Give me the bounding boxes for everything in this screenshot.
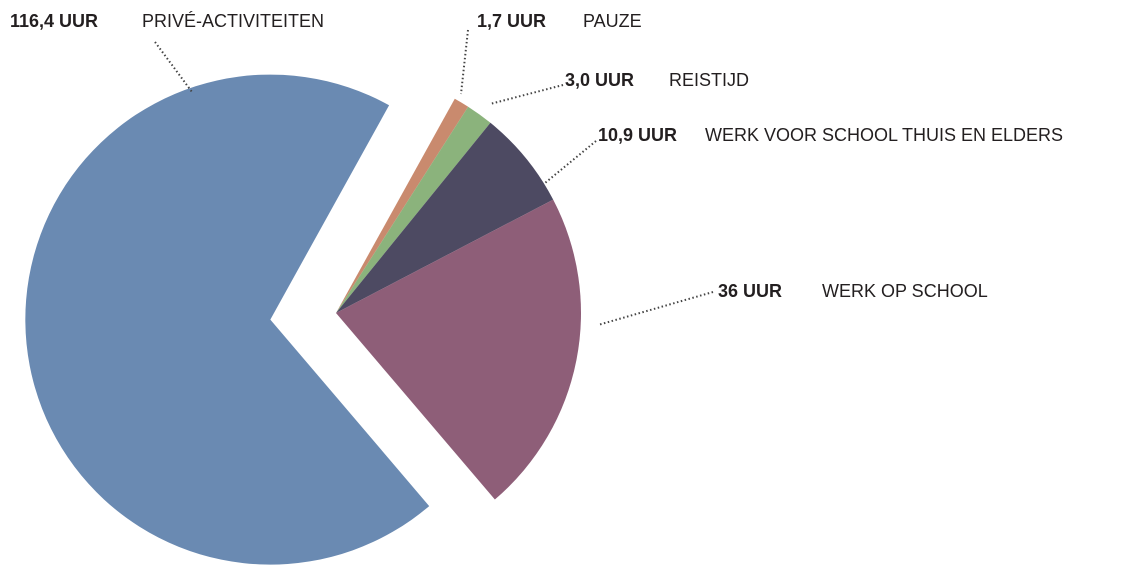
leader-line	[460, 29, 469, 95]
value-label: 3,0 UUR	[565, 70, 634, 90]
value-label: 116,4 UUR	[10, 11, 98, 31]
value-label: 10,9 UUR	[598, 125, 677, 145]
pie-slice	[25, 74, 430, 565]
value-label: 1,7 UUR	[477, 11, 546, 31]
pie-slice	[336, 199, 581, 500]
category-label: REISTIJD	[669, 70, 749, 90]
pie-slice	[336, 122, 554, 314]
pie-slice	[336, 98, 469, 313]
leader-line	[544, 140, 597, 184]
leader-line	[154, 41, 193, 93]
value-label: 36 UUR	[718, 281, 782, 301]
category-label: WERK VOOR SCHOOL THUIS EN ELDERS	[705, 125, 1063, 145]
leader-line	[489, 84, 564, 105]
category-label: PRIVÉ-ACTIVITEITEN	[142, 11, 324, 31]
category-label: WERK OP SCHOOL	[822, 281, 988, 301]
leader-line	[597, 291, 714, 326]
pie-slice	[336, 106, 491, 313]
category-label: PAUZE	[583, 11, 642, 31]
